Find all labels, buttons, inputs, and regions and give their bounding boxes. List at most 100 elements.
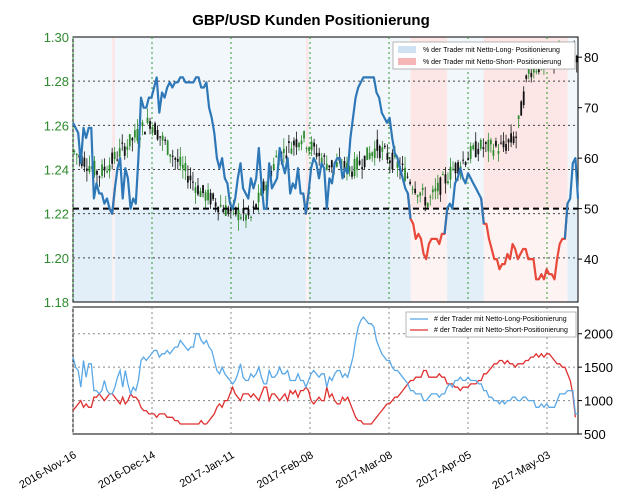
candle-body (181, 164, 184, 169)
candle-body (250, 216, 252, 218)
short-shade-bar-lower (431, 208, 435, 302)
candle-body (520, 101, 523, 116)
candle-body (371, 152, 374, 157)
long-shade-bar (300, 208, 304, 302)
short-shade-bar-lower (564, 208, 568, 302)
candle-body (575, 55, 578, 63)
short-shade-bar-lower (528, 208, 532, 302)
short-shade-bar-lower (436, 208, 440, 302)
candle-body (406, 176, 409, 178)
long-shade-bar (324, 208, 328, 302)
long-shade-bar (266, 208, 270, 302)
candle-body (305, 147, 308, 150)
long-shade-bar (376, 208, 380, 302)
candle-body (429, 196, 432, 198)
long-shade-bar-upper (219, 37, 223, 209)
long-shade-bar (316, 208, 320, 302)
long-shade-bar (80, 208, 84, 302)
long-shade-bar-upper (570, 37, 574, 209)
long-shade-bar (141, 208, 144, 302)
candle-body (186, 176, 189, 183)
short-shade-bar (523, 37, 526, 209)
candle-body (229, 206, 232, 212)
long-shade-bar (264, 208, 267, 302)
long-shade-bar (381, 208, 385, 302)
short-shade-bar-lower (512, 208, 516, 302)
candle-body (497, 151, 500, 154)
short-shade-bar-lower (444, 208, 448, 302)
short-shade-bar (541, 37, 545, 209)
long-shade-bar (326, 208, 330, 302)
long-shade-bar (182, 208, 186, 302)
long-shade-bar-upper (256, 37, 260, 209)
short-shade-bar (504, 37, 508, 209)
long-shade-bar-upper (368, 37, 372, 209)
candle-body (376, 139, 379, 151)
candle-body (128, 134, 131, 147)
long-shade-bar (478, 208, 482, 302)
long-shade-bar (350, 208, 354, 302)
candle-body (495, 141, 497, 147)
long-shade-bar (248, 208, 252, 302)
long-shade-bar-upper (402, 37, 406, 209)
candle-body (507, 139, 510, 143)
candle-body (310, 141, 313, 151)
long-shade-bar-upper (295, 37, 299, 209)
long-shade-bar (397, 208, 401, 302)
long-shade-bar (222, 208, 226, 302)
long-shade-bar (339, 208, 343, 302)
long-shade-bar (274, 208, 278, 302)
candle-body (154, 123, 156, 135)
long-shade-bar-upper (452, 37, 456, 209)
long-shade-bar-upper (214, 37, 218, 209)
short-shade-bar-lower (496, 208, 500, 302)
long-shade-bar-upper (470, 37, 474, 209)
long-shade-bar (373, 208, 377, 302)
long-shade-bar-upper (107, 37, 110, 209)
long-shade-bar (83, 208, 87, 302)
legend-long-label: % der Trader mit Netto-Long- Positionier… (423, 47, 560, 54)
short-shade-bar (499, 37, 503, 209)
long-shade-bar-upper (99, 37, 103, 209)
long-shade-bar (253, 208, 257, 302)
left-axis-tick: 1.22 (44, 207, 69, 222)
long-shade-bar (366, 208, 369, 302)
candle-body (391, 152, 394, 170)
long-shade-bar (211, 208, 215, 302)
long-shade-bar-upper (379, 37, 383, 209)
short-shade-bar-lower (530, 208, 534, 302)
candle-body (346, 162, 348, 175)
candle-body (298, 143, 300, 148)
long-shade-bar (462, 208, 466, 302)
long-shade-bar-upper (407, 37, 411, 209)
long-shade-bar (347, 208, 351, 302)
left-axis-tick: 1.18 (44, 295, 69, 310)
long-shade-bar (363, 208, 367, 302)
short-shade-bar-lower (523, 208, 526, 302)
candle-body (469, 146, 472, 159)
candle-body (535, 71, 538, 73)
left-axis-tick: 1.28 (44, 74, 69, 89)
long-shade-bar (101, 208, 105, 302)
long-shade-bar (465, 208, 469, 302)
candle-body (116, 159, 119, 161)
candle-body (108, 164, 111, 172)
candle-body (227, 209, 230, 215)
short-shade-bar (418, 37, 422, 209)
short-shade-bar-lower (415, 208, 419, 302)
long-shade-bar (313, 208, 317, 302)
long-shade-bar (237, 208, 241, 302)
long-shade-bar-upper (261, 37, 265, 209)
long-shade-bar (156, 208, 160, 302)
candle-body (194, 187, 197, 193)
long-shade-bar-upper (227, 37, 231, 209)
long-shade-bar (269, 208, 273, 302)
candle-body (343, 161, 346, 170)
short-shade-bar (517, 37, 521, 209)
long-shade-bar (567, 208, 571, 302)
long-count-line (72, 315, 578, 415)
candle-body (224, 205, 227, 216)
long-shade-bar (235, 208, 239, 302)
